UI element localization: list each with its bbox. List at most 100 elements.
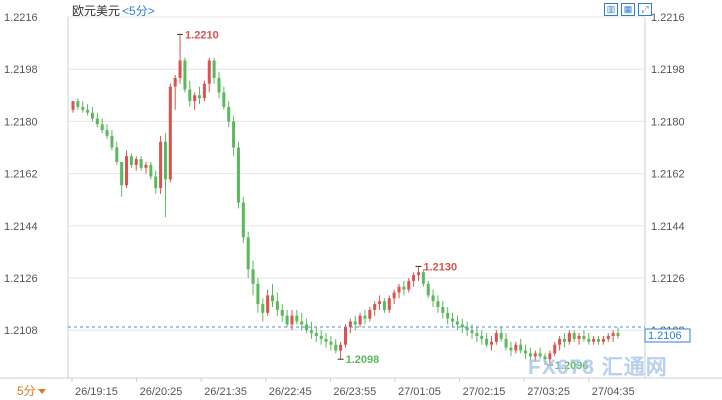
candle-body-up [173,77,177,87]
y-tick-label-right: 1.2144 [651,221,685,233]
candle-body-down [154,176,158,189]
candle-body-down [285,315,289,325]
y-tick-label-left: 1.2144 [4,221,38,233]
candle-body-down [524,350,528,354]
candle-body-down [475,333,479,336]
chart-toolbar: ▥ ▦ ⤢ [604,3,652,16]
candle-body-up [601,338,605,342]
low-annotation: 1.2096 [555,360,589,372]
candle-body-up [397,286,401,293]
x-tick-label: 27/04:35 [592,386,635,398]
candle-body-down [120,162,124,186]
candle-body-down [460,324,464,328]
candle-body-down [183,60,187,90]
candle-body-down [543,356,547,360]
candle-body-down [485,338,489,345]
x-tick-label: 27/01:05 [398,386,441,398]
candle-body-down [76,101,80,107]
y-tick-label-left: 1.2108 [4,325,38,337]
candle-body-up [373,304,377,310]
x-tick-label: 27/03:25 [527,386,570,398]
candle-body-down [587,338,591,342]
candle-body-down [188,89,192,102]
candle-body-up [489,341,493,345]
candle-body-down [334,344,338,351]
x-tick-label: 26/19:15 [75,386,118,398]
candle-body-down [305,324,309,331]
candle-body-down [519,344,523,351]
candle-body-down [295,315,299,322]
candle-body-up [343,327,348,345]
candle-body-down [212,60,216,78]
candle-body-down [251,269,255,284]
candle-body-down [451,318,455,322]
candle-body-down [261,304,265,313]
candle-body-up [358,315,362,325]
candle-body-up [144,164,148,168]
candle-body-down [280,309,284,316]
period-selector[interactable]: 5分 [17,382,46,399]
candlestick-icon[interactable]: ▦ [621,3,635,16]
watermark-logo: FX678 汇通网 [528,356,668,379]
candle-body-up [387,298,391,310]
dropdown-arrow-icon [37,389,46,395]
candle-body-up [266,295,270,313]
candle-body-down [363,315,367,319]
high-annotation: 1.2130 [423,261,457,273]
candle-body-down [236,147,240,203]
candle-body-down [149,164,153,177]
y-tick-label-right: 1.2180 [651,116,685,128]
y-tick-label-left: 1.2198 [4,64,38,76]
candle-body-up [494,333,498,342]
candle-body-up [416,272,420,276]
x-tick-label: 26/22:45 [269,386,312,398]
candle-body-down [129,156,133,165]
candle-body-down [455,321,459,325]
candle-body-down [222,92,226,107]
candle-body-down [110,135,114,148]
candle-body-up [514,344,518,351]
candle-body-up [159,141,163,189]
y-tick-label-right: 1.2198 [651,64,685,76]
candle-body-up [71,101,75,110]
x-tick-label: 26/20:25 [140,386,183,398]
candle-body-up [548,353,552,360]
candle-body-down [562,338,566,342]
fullscreen-icon[interactable]: ⤢ [638,3,652,16]
candle-body-down [81,106,85,110]
candle-body-down [105,130,109,136]
candle-body-up [290,315,294,325]
candle-body-down [465,327,469,331]
y-tick-label-left: 1.2126 [4,273,38,285]
candle-body-up [533,353,537,357]
candle-body-up [577,336,581,339]
candle-body-down [402,286,406,290]
high-annotation: 1.2210 [185,29,219,41]
candle-body-down [319,336,323,339]
candle-body-up [407,280,411,290]
current-price-label: 1.2106 [648,330,682,342]
candle-body-down [426,283,430,296]
y-tick-label-left: 1.2180 [4,116,38,128]
candle-body-down [528,353,532,357]
candle-body-down [421,272,425,284]
candle-body-up [592,338,596,342]
candle-body-up [207,60,211,84]
candle-body-down [446,312,450,319]
candle-body-down [309,330,313,334]
candle-body-down [329,341,333,345]
y-tick-label-left: 1.2162 [4,169,38,181]
x-tick-label: 27/02:15 [463,386,506,398]
low-annotation: 1.2098 [346,354,380,366]
current-price-box [644,328,691,343]
candle-body-up [193,95,197,102]
candle-body-down [382,301,386,310]
candle-body-down [572,333,576,339]
interval-label[interactable]: <5分> [122,4,155,18]
candle-body-down [480,336,484,339]
bar-chart-icon[interactable]: ▥ [604,3,618,16]
x-tick-label: 26/23:55 [333,386,376,398]
y-tick-label-right: 1.2126 [651,273,685,285]
chart-header: 欧元美元 <5分> [72,2,155,19]
